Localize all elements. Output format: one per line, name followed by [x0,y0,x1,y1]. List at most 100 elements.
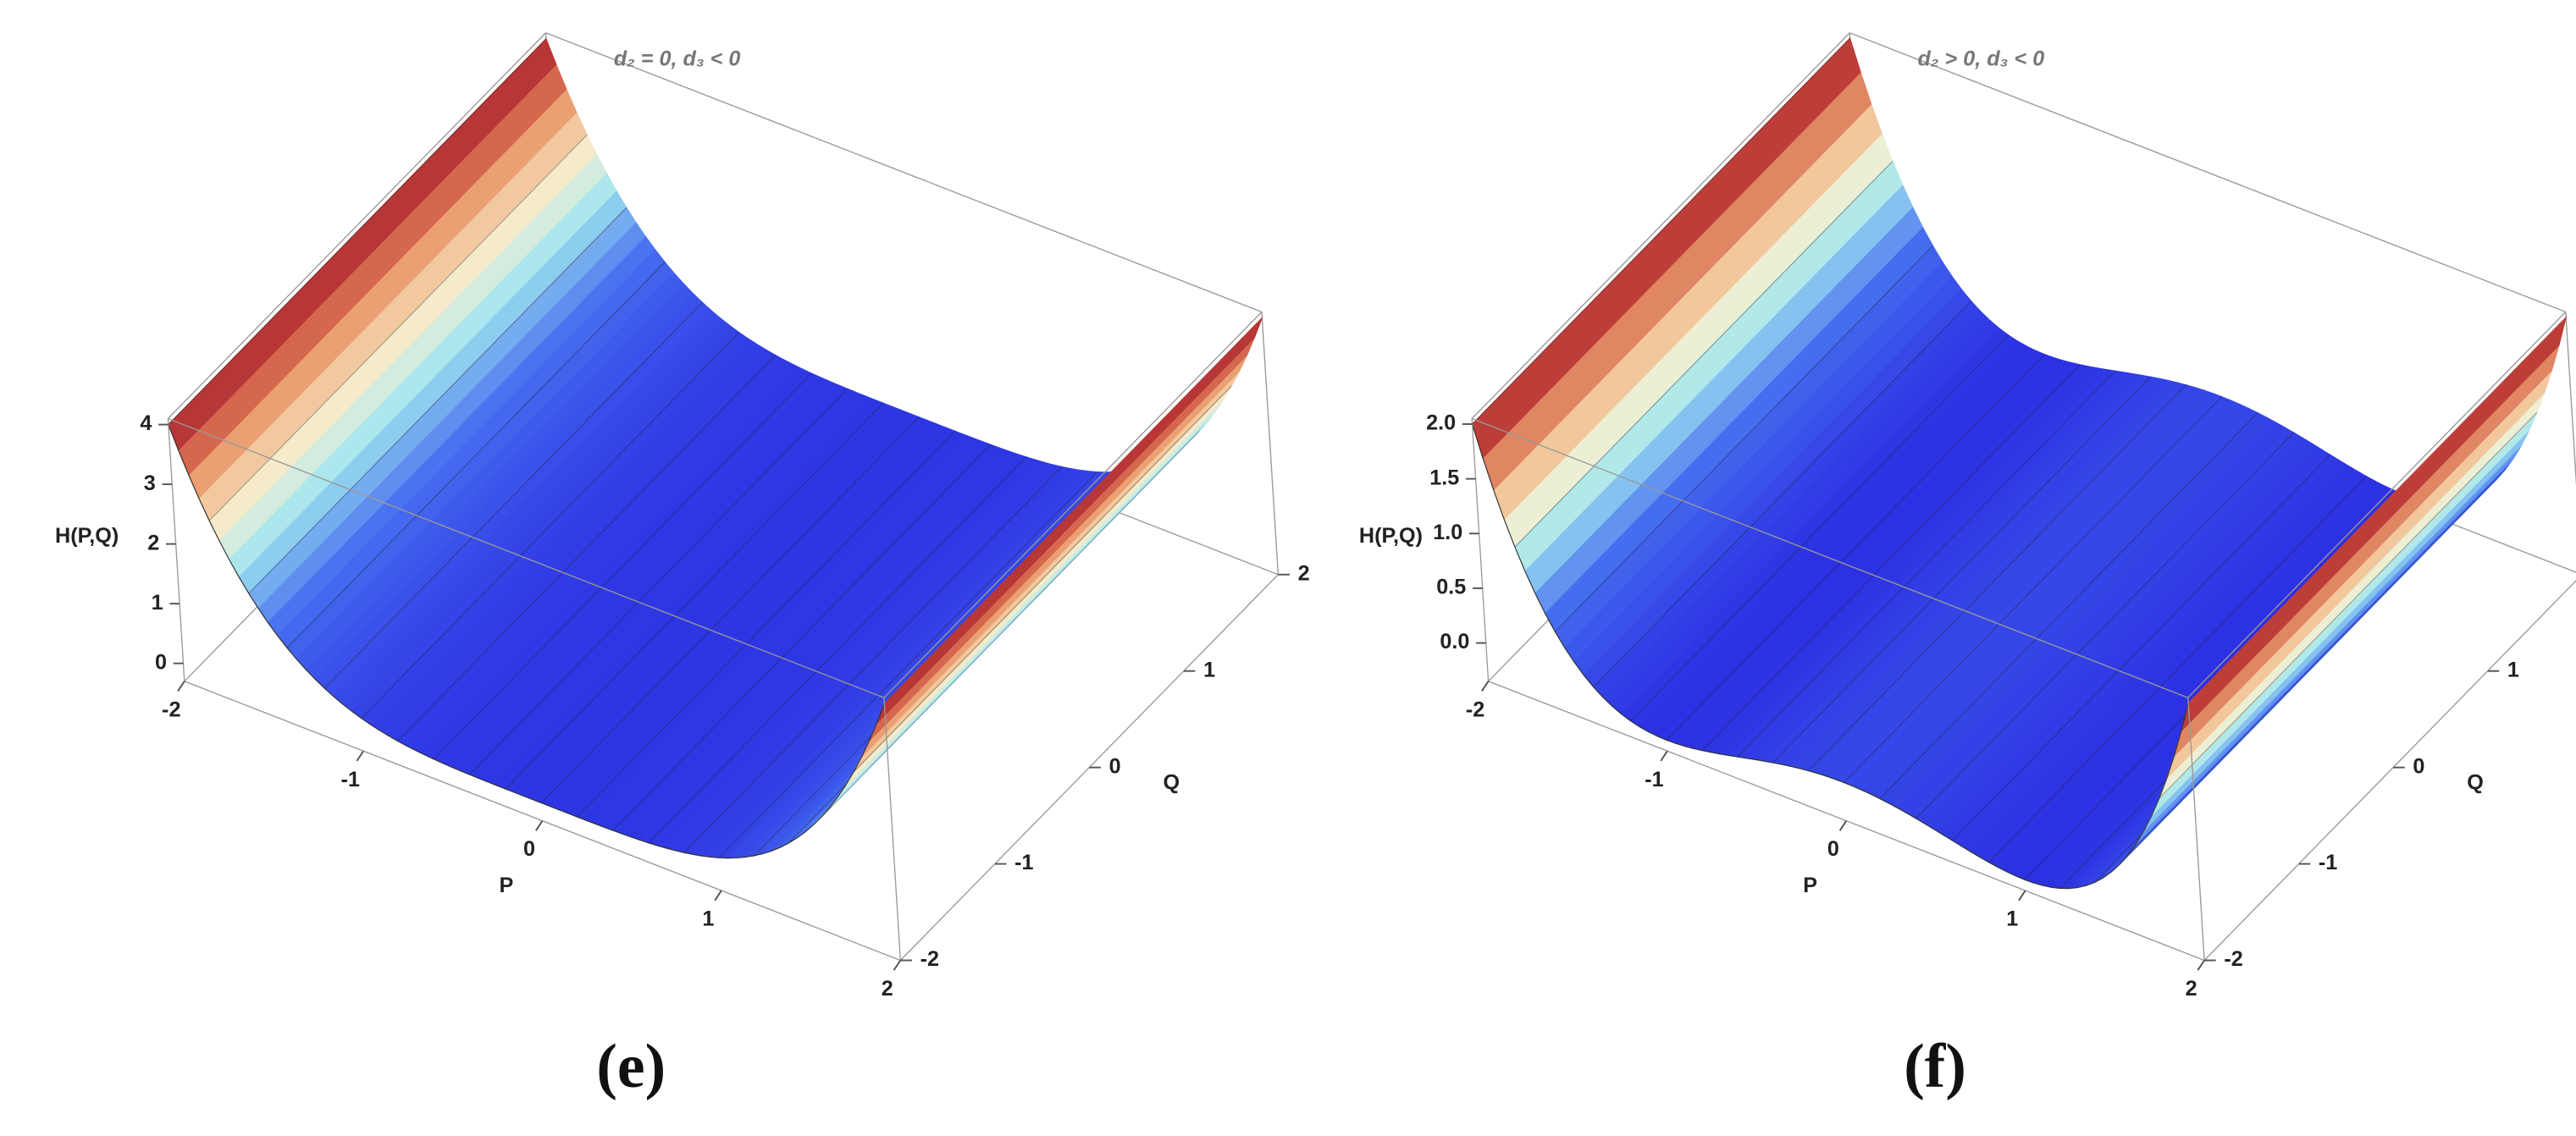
z-tick-label: 1.0 [1433,521,1462,544]
mesh-line [1772,376,2151,764]
x-tick [177,681,185,692]
mesh-line [2127,468,2507,856]
mesh-line [612,444,992,831]
x-axis-label: P [1803,874,1817,897]
x-tick [2018,890,2026,902]
box-edge [1849,32,2567,313]
surface-edge [1472,423,2189,890]
box-edge [1471,32,1850,419]
z-tick-label: 0 [155,650,167,674]
box-edge [167,418,185,681]
mesh-line [323,301,703,689]
chart-title: d₂ = 0, d₃ < 0 [614,47,741,71]
box-edge [883,698,902,961]
box-edge [1261,312,1280,575]
y-tick-label: 2 [1298,561,1310,585]
mesh-line [168,38,547,425]
z-tick-label: 2.0 [1426,411,1456,435]
box-edge [883,311,1263,698]
z-tick-label: 2 [147,531,159,554]
mesh-line [1593,301,1972,687]
z-tick-label: 4 [140,411,152,435]
y-tick-label: 0 [2413,754,2424,778]
mesh-line [1630,334,2009,721]
x-tick [2197,959,2205,971]
x-tick-label: 1 [2006,907,2018,931]
mesh-line [683,466,1063,853]
box-edge [168,417,885,698]
x-tick-label: 2 [2186,977,2197,1001]
mesh-line [1514,161,1893,548]
panel-caption: (f) [1904,1031,1966,1100]
y-tick-label: 0 [1109,754,1121,778]
x-tick-label: -2 [162,698,180,721]
mesh-line [1737,370,2116,758]
mesh-line [1844,396,2222,783]
mesh-line [1472,37,1850,425]
y-tick-label: 1 [2507,658,2519,681]
mesh-line [540,416,920,803]
box-edge [2187,311,2567,698]
y-tick-label: -1 [2319,851,2337,874]
x-tick [1481,681,1490,692]
y-axis-label: Q [1164,771,1180,795]
mesh-line [397,355,777,742]
box-edge [545,32,1263,313]
mesh-line [469,389,849,775]
z-tick-label: 0.5 [1436,576,1466,599]
mesh-line [1666,354,2045,741]
mesh-line [821,430,1200,818]
x-axis-label: P [499,874,513,897]
x-tick [714,890,722,902]
mesh-line [1808,384,2186,771]
y-axis-label: Q [2467,771,2484,795]
mesh-line [1555,245,1933,632]
z-axis-label: H(P,Q) [55,524,119,548]
x-tick-label: -1 [1645,768,1663,791]
x-tick [1838,820,1848,831]
z-axis-label: H(P,Q) [1359,524,1423,548]
mesh-line [648,456,1027,844]
mesh-line [853,385,1232,773]
y-tick-label: -2 [2224,947,2242,971]
z-tick-label: 0.0 [1440,630,1469,653]
mesh-line [361,332,740,719]
y-tick-label: -2 [920,947,939,971]
mesh-line [286,262,666,648]
x-tick-label: 0 [1827,837,1839,861]
mesh-line [1915,432,2295,819]
mesh-line [577,430,955,818]
x-tick-label: -1 [340,768,359,791]
mesh-line [505,402,884,790]
panel: -2-1012-2-10120.00.51.01.52.0PQH(P,Q)d₂ … [1359,32,2576,1100]
box-edge [2187,698,2205,961]
x-tick [1660,750,1668,762]
mesh-line [1701,364,2081,751]
y-tick-label: -1 [1014,851,1033,874]
panel-caption: (e) [596,1031,666,1100]
mesh-line [208,134,588,521]
mesh-line [2159,411,2538,799]
z-tick-label: 1 [152,591,163,615]
box-edge [167,32,546,419]
mesh-line [248,207,627,594]
chart-title: d₂ > 0, d₃ < 0 [1918,47,2045,71]
x-tick-label: 1 [702,907,714,931]
z-tick-label: 3 [144,471,156,495]
z-tick-label: 1.5 [1429,466,1459,489]
mesh-line [1879,412,2258,799]
box-edge [2565,312,2576,487]
x-tick-label: -2 [1466,698,1484,721]
mesh-line [1952,454,2330,841]
box-edge [1471,418,1490,681]
surface-edge [168,424,885,859]
mesh-line [719,471,1097,858]
x-tick [534,820,544,831]
x-tick [356,750,364,762]
y-tick-label: 1 [1203,658,1215,681]
panel: -2 -1 0 1 2 -2 -1 0 1 2 0 1 2 3 4 P Q H(P,Q) d₂ = 0, d₃ < … [55,32,1310,1100]
box-edge [1471,417,2188,698]
x-tick [893,959,902,971]
